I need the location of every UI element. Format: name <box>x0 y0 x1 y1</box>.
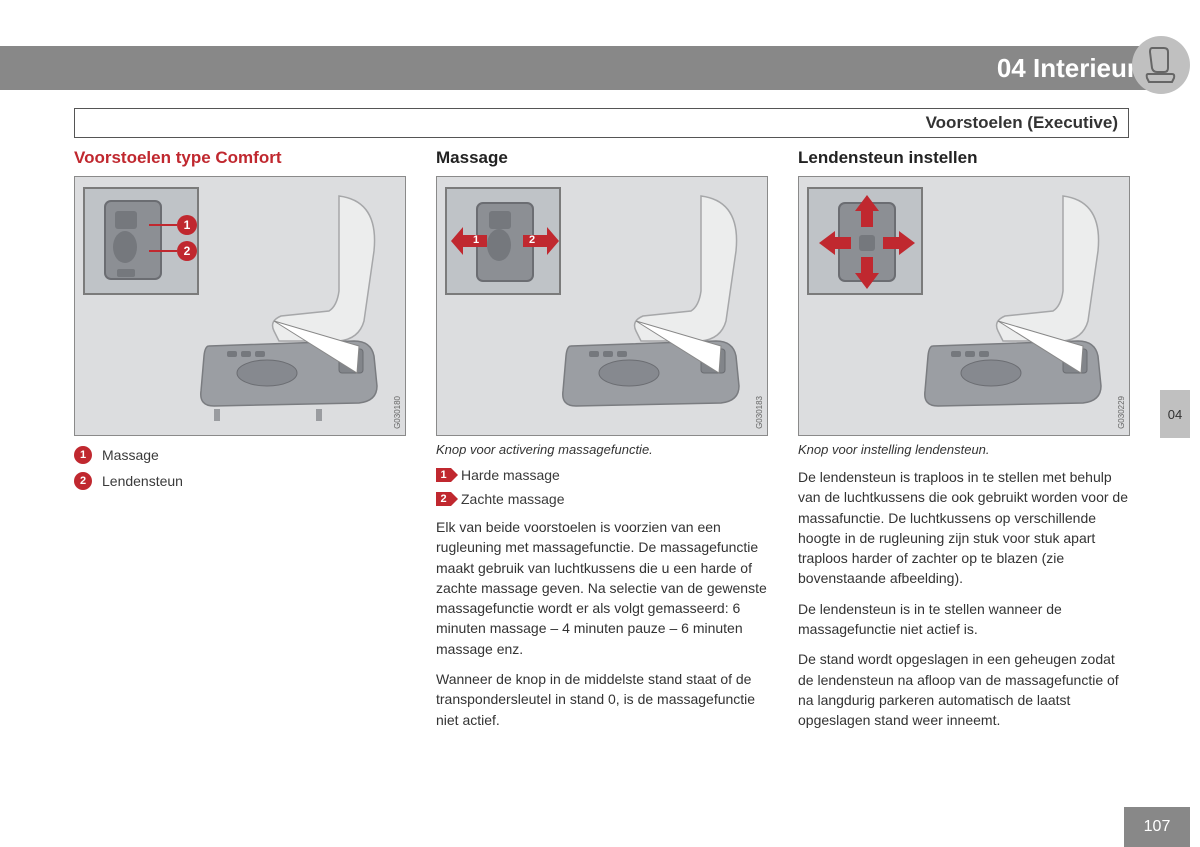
badge-arrow-1: 1 <box>436 468 451 482</box>
legend-comfort: 1 Massage 2 Lendensteun <box>74 446 406 490</box>
figure-lendensteun: G030229 <box>798 176 1130 436</box>
list-item: 2 Zachte massage <box>436 491 768 507</box>
heading-lendensteun: Lendensteun instellen <box>798 148 1130 168</box>
list-item: 1 Massage <box>74 446 406 464</box>
figure-comfort: 1 2 G030180 <box>74 176 406 436</box>
figure-code: G030229 <box>1117 396 1126 429</box>
seat-illustration <box>199 191 397 423</box>
heading-massage: Massage <box>436 148 768 168</box>
badge-arrow-2: 2 <box>436 492 451 506</box>
heading-comfort: Voorstoelen type Comfort <box>74 148 406 168</box>
figure-code: G030183 <box>755 396 764 429</box>
section-title-box: Voorstoelen (Executive) <box>74 108 1129 138</box>
paragraph: De lendensteun is traploos in te stellen… <box>798 467 1130 589</box>
seat-icon <box>1132 36 1190 94</box>
list-label: Harde massage <box>461 467 560 483</box>
column-massage: Massage <box>436 148 768 731</box>
svg-text:2: 2 <box>529 234 535 246</box>
seat-illustration <box>923 191 1121 423</box>
legend-massage: 1 Harde massage 2 Zachte massage <box>436 467 768 507</box>
side-tab-label: 04 <box>1168 407 1182 422</box>
list-item: 2 Lendensteun <box>74 472 406 490</box>
figure-massage: 1 2 G030183 <box>436 176 768 436</box>
paragraph: Elk van beide voorstoelen is voorzien va… <box>436 517 768 659</box>
badge-1: 1 <box>74 446 92 464</box>
callout-badge-1: 1 <box>177 215 197 235</box>
list-label: Lendensteun <box>102 473 183 489</box>
inset-massage: 1 2 <box>445 187 561 295</box>
paragraph: De stand wordt opgeslagen in een geheuge… <box>798 649 1130 730</box>
chapter-header: 04 Interieur <box>0 46 1155 90</box>
page-number: 107 <box>1144 818 1171 836</box>
section-title: Voorstoelen (Executive) <box>926 113 1118 133</box>
list-label: Zachte massage <box>461 491 565 507</box>
svg-text:1: 1 <box>473 234 479 246</box>
paragraph: De lendensteun is in te stellen wanneer … <box>798 599 1130 640</box>
callout-badge-2: 2 <box>177 241 197 261</box>
page-number-box: 107 <box>1124 807 1190 847</box>
figure-caption: Knop voor activering massagefunctie. <box>436 442 768 457</box>
content-area: Voorstoelen type Comfort <box>74 148 1129 731</box>
column-comfort: Voorstoelen type Comfort <box>74 148 406 731</box>
seat-illustration <box>561 191 759 423</box>
list-label: Massage <box>102 447 159 463</box>
figure-code: G030180 <box>393 396 402 429</box>
paragraph: Wanneer de knop in de middelste stand st… <box>436 669 768 730</box>
column-lendensteun: Lendensteun instellen <box>798 148 1130 731</box>
list-item: 1 Harde massage <box>436 467 768 483</box>
chapter-title: 04 Interieur <box>997 53 1137 84</box>
badge-2: 2 <box>74 472 92 490</box>
figure-caption: Knop voor instelling lendensteun. <box>798 442 1130 457</box>
inset-lendensteun <box>807 187 923 295</box>
side-tab: 04 <box>1160 390 1190 438</box>
inset-comfort: 1 2 <box>83 187 199 295</box>
